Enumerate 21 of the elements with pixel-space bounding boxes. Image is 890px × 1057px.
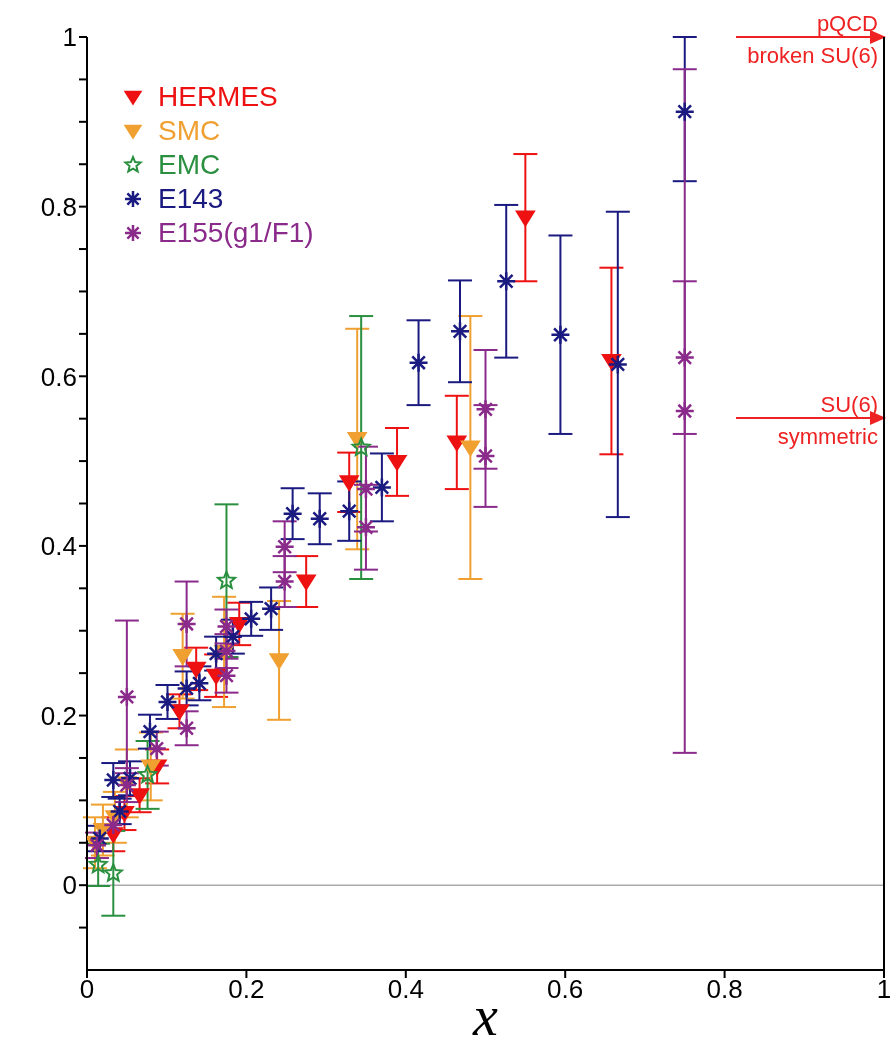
x-tick-label: 0.2	[228, 974, 265, 1005]
y-tick-label: 0.6	[40, 361, 77, 392]
annotation: SU(6)	[820, 392, 878, 417]
x-tick-label: 1	[876, 974, 890, 1005]
y-tick-label: 0.4	[40, 531, 77, 562]
x-axis-title: x	[472, 985, 499, 1047]
y-tick-label: 0.2	[40, 700, 77, 731]
text: pQCD	[816, 11, 878, 36]
legend-label: E143	[158, 182, 224, 216]
legend-label: EMC	[158, 148, 221, 182]
y-tick-label: 0	[62, 870, 77, 901]
x-tick-label: 0.6	[547, 974, 584, 1005]
legend-label: SMC	[158, 114, 221, 148]
y-tick-label: 1	[62, 22, 77, 53]
legend-label: HERMES	[158, 80, 278, 114]
legend-label: E155(g1/F1)	[158, 216, 314, 250]
annotation: broken SU(6)	[747, 43, 878, 68]
x-tick-label: 0.8	[706, 974, 743, 1005]
annotation: symmetric	[777, 424, 878, 449]
y-tick-label: 0.8	[40, 191, 77, 222]
x-tick-label: 0.4	[387, 974, 424, 1005]
